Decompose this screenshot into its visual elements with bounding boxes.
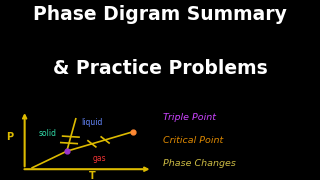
Text: Phase Digram Summary: Phase Digram Summary (33, 5, 287, 24)
Text: T: T (89, 171, 96, 180)
Text: P: P (6, 132, 13, 142)
Text: solid: solid (38, 129, 56, 138)
Text: & Practice Problems: & Practice Problems (52, 59, 268, 78)
Text: Critical Point: Critical Point (163, 136, 223, 145)
Text: gas: gas (93, 154, 107, 163)
Text: Phase Changes: Phase Changes (163, 159, 236, 168)
Text: liquid: liquid (82, 118, 103, 127)
Text: Triple Point: Triple Point (163, 112, 216, 122)
